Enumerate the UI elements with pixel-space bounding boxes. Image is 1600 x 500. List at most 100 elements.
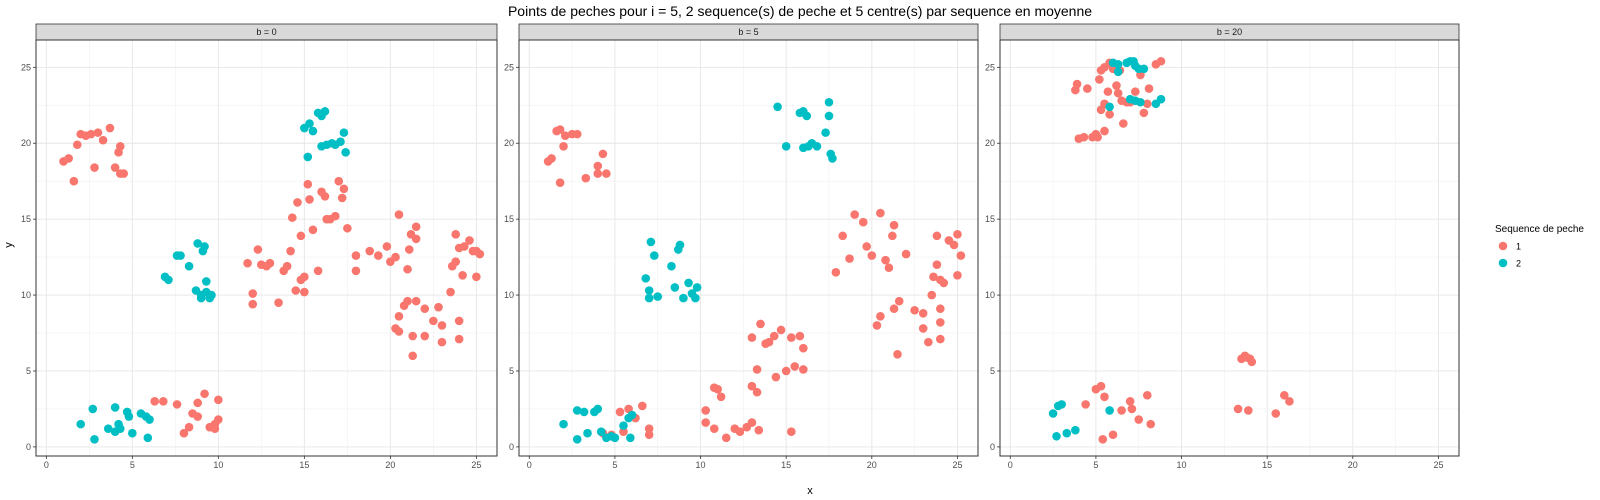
data-point bbox=[838, 231, 847, 241]
data-point bbox=[460, 242, 469, 251]
data-point bbox=[670, 283, 680, 292]
data-point bbox=[1112, 81, 1121, 90]
data-point bbox=[341, 148, 350, 157]
data-point bbox=[876, 312, 885, 321]
y-tick-label: 0 bbox=[26, 442, 31, 452]
data-point bbox=[901, 249, 911, 259]
x-tick-label: 5 bbox=[130, 460, 135, 470]
y-tick-label: 0 bbox=[990, 442, 995, 452]
data-point bbox=[1103, 87, 1113, 96]
data-point bbox=[334, 176, 344, 186]
data-point bbox=[747, 381, 757, 391]
data-point bbox=[420, 331, 430, 341]
data-point bbox=[293, 198, 302, 207]
data-point bbox=[90, 434, 99, 444]
data-point bbox=[918, 324, 928, 333]
data-point bbox=[747, 333, 757, 342]
data-point bbox=[411, 296, 421, 306]
data-point bbox=[98, 135, 108, 145]
data-point bbox=[701, 418, 710, 427]
data-point bbox=[454, 334, 464, 344]
data-point bbox=[115, 424, 125, 433]
panel-border bbox=[518, 39, 979, 457]
y-tick-label: 5 bbox=[26, 366, 31, 376]
x-tick-label: 5 bbox=[1093, 460, 1098, 470]
series-1 bbox=[543, 125, 966, 443]
data-point bbox=[1139, 108, 1149, 118]
data-point bbox=[305, 119, 314, 128]
data-point bbox=[374, 251, 383, 260]
data-point bbox=[644, 293, 654, 303]
data-point bbox=[1285, 397, 1294, 406]
data-point bbox=[1062, 428, 1072, 438]
data-point bbox=[429, 316, 438, 326]
x-tick-label: 25 bbox=[952, 460, 962, 470]
data-point bbox=[1136, 97, 1145, 107]
legend-key bbox=[1498, 258, 1508, 268]
data-point bbox=[1146, 419, 1156, 429]
plot-background bbox=[36, 40, 497, 456]
data-point bbox=[627, 410, 637, 420]
data-point bbox=[824, 97, 834, 107]
legend-key bbox=[1498, 241, 1508, 251]
facet-strip-label: b = 20 bbox=[1217, 27, 1242, 37]
data-point bbox=[451, 230, 461, 239]
data-point bbox=[193, 412, 202, 421]
data-point bbox=[691, 293, 700, 303]
legend-label: 1 bbox=[1516, 242, 1521, 252]
data-point bbox=[274, 298, 283, 307]
data-point bbox=[581, 173, 591, 183]
data-point bbox=[602, 169, 611, 178]
x-tick-label: 10 bbox=[213, 460, 223, 470]
data-point bbox=[754, 425, 764, 435]
x-tick-label: 15 bbox=[299, 460, 309, 470]
data-point bbox=[596, 427, 606, 437]
data-point bbox=[771, 372, 781, 382]
data-point bbox=[626, 433, 635, 443]
data-point bbox=[1105, 406, 1114, 415]
data-point bbox=[248, 299, 258, 309]
data-point bbox=[894, 296, 904, 306]
data-point bbox=[924, 337, 933, 347]
data-point bbox=[115, 141, 125, 151]
data-point bbox=[716, 392, 726, 402]
data-point bbox=[110, 403, 120, 412]
data-point bbox=[936, 304, 945, 314]
data-point bbox=[1125, 397, 1135, 406]
data-point bbox=[927, 290, 937, 300]
data-point bbox=[403, 296, 412, 306]
data-point bbox=[200, 389, 209, 399]
data-point bbox=[193, 398, 202, 408]
data-point bbox=[799, 343, 808, 353]
data-point bbox=[201, 277, 211, 286]
data-point bbox=[1144, 84, 1154, 93]
data-point bbox=[72, 140, 82, 150]
data-point bbox=[598, 149, 608, 159]
x-tick-label: 15 bbox=[1262, 460, 1272, 470]
data-point bbox=[408, 331, 418, 341]
data-point bbox=[872, 321, 882, 330]
data-point bbox=[884, 263, 894, 273]
data-point bbox=[560, 131, 570, 140]
data-point bbox=[756, 319, 765, 329]
data-point bbox=[812, 141, 822, 151]
data-point bbox=[351, 251, 361, 260]
data-point bbox=[555, 125, 565, 134]
y-tick-label: 20 bbox=[985, 138, 995, 148]
data-point bbox=[858, 217, 868, 227]
data-point bbox=[308, 126, 318, 136]
data-point bbox=[1072, 79, 1082, 89]
data-point bbox=[932, 231, 942, 241]
data-point bbox=[701, 406, 710, 415]
data-point bbox=[128, 428, 137, 438]
data-point bbox=[337, 193, 347, 203]
y-tick-label: 10 bbox=[504, 290, 514, 300]
data-point bbox=[709, 424, 719, 433]
data-point bbox=[150, 397, 159, 406]
data-point bbox=[824, 111, 834, 121]
legend-title: Sequence de peche bbox=[1495, 224, 1584, 235]
data-point bbox=[434, 302, 443, 312]
data-point bbox=[910, 305, 919, 315]
x-tick-label: 15 bbox=[781, 460, 791, 470]
data-point bbox=[646, 237, 656, 247]
